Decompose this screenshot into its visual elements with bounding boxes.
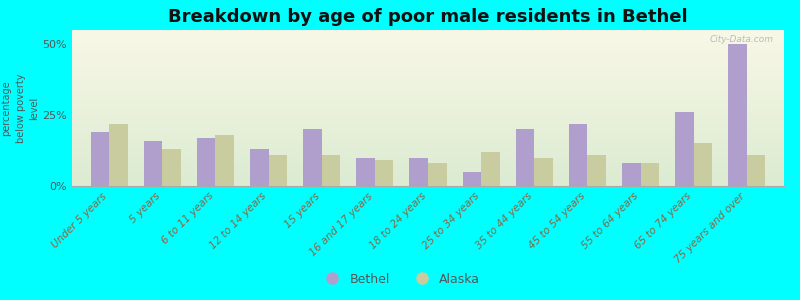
Bar [269, 155, 287, 186]
Bar [516, 129, 534, 186]
Bar [322, 155, 340, 186]
Bar [375, 160, 394, 186]
Text: City-Data.com: City-Data.com [710, 35, 774, 44]
Bar [641, 163, 659, 186]
Bar [410, 158, 428, 186]
Bar [534, 158, 553, 186]
Bar [675, 112, 694, 186]
Bar [728, 44, 747, 186]
Legend: Bethel, Alaska: Bethel, Alaska [315, 268, 485, 291]
Bar [569, 124, 587, 186]
Bar [747, 155, 766, 186]
Bar [250, 149, 269, 186]
Y-axis label: percentage
below poverty
level: percentage below poverty level [2, 73, 40, 143]
Bar [109, 124, 128, 186]
Bar [587, 155, 606, 186]
Bar [197, 138, 215, 186]
Bar [694, 143, 712, 186]
Bar [356, 158, 375, 186]
Bar [428, 163, 446, 186]
Bar [303, 129, 322, 186]
Bar [162, 149, 181, 186]
Bar [215, 135, 234, 186]
Bar [462, 172, 481, 186]
Bar [622, 163, 641, 186]
Title: Breakdown by age of poor male residents in Bethel: Breakdown by age of poor male residents … [168, 8, 688, 26]
Bar [481, 152, 500, 186]
Bar [144, 141, 162, 186]
Bar [90, 132, 109, 186]
